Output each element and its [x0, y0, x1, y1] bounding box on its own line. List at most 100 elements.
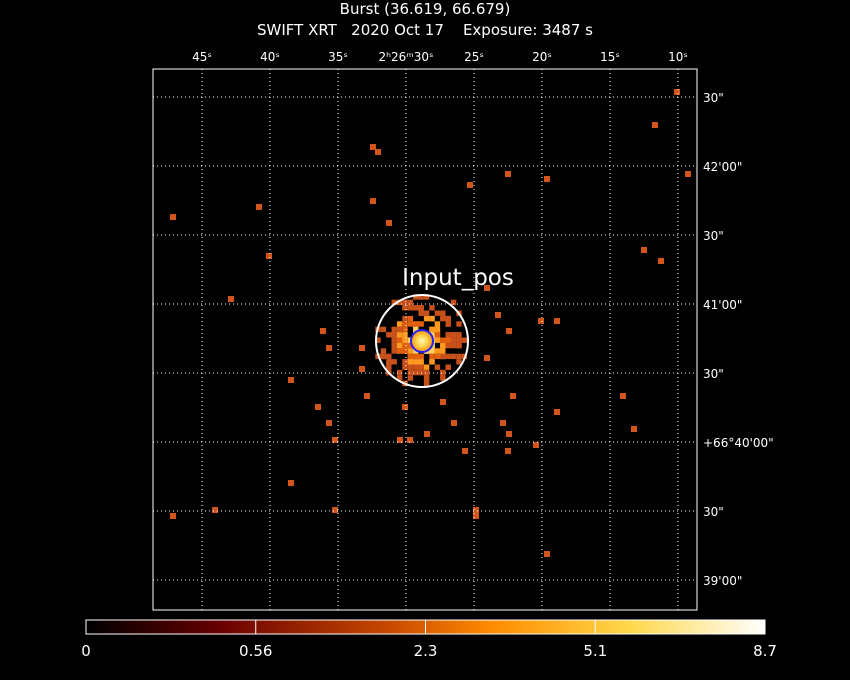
photon-pixel: [326, 345, 332, 351]
photon-pixel: [364, 393, 370, 399]
photon-pixel: [407, 437, 413, 443]
photon-pixel: [288, 480, 294, 486]
source-region: [375, 294, 469, 388]
dec-tick-label: +66°40'00": [703, 436, 774, 450]
photon-pixel: [440, 369, 446, 376]
photon-pixel: [445, 321, 451, 327]
photon-pixel: [413, 359, 419, 365]
photon-pixel: [375, 149, 381, 155]
ra-tick-label: 10ˢ: [668, 50, 688, 64]
photon-pixel: [510, 393, 516, 399]
photon-pixel: [473, 507, 479, 513]
photon-pixel: [407, 305, 414, 311]
photon-pixel: [359, 345, 365, 351]
photon-pixel: [423, 364, 430, 370]
photon-pixel: [326, 420, 332, 426]
photon-pixel: [397, 437, 403, 443]
photon-pixel: [456, 342, 462, 349]
photon-pixel: [473, 513, 479, 519]
photon-pixel: [538, 318, 544, 324]
photon-pixel: [434, 310, 441, 316]
photon-pixel: [391, 332, 397, 338]
dec-tick-label: 39'00": [703, 574, 742, 588]
photon-pixel: [418, 321, 424, 327]
photon-pixel: [386, 332, 392, 338]
photon-pixel: [418, 294, 424, 300]
photon-pixel: [544, 176, 550, 182]
photon-pixel: [506, 328, 512, 334]
photon-pixel: [391, 299, 397, 306]
photon-pixel: [554, 318, 560, 324]
photon-pixel: [402, 348, 408, 354]
ra-tick-label: 15ˢ: [600, 50, 620, 64]
photon-pixel: [370, 198, 376, 204]
subtitle: SWIFT XRT 2020 Oct 17 Exposure: 3487 s: [257, 21, 593, 39]
ra-tick-label: 45ˢ: [192, 50, 212, 64]
photon-pixel: [434, 326, 441, 333]
photon-pixel: [429, 305, 435, 311]
photon-pixel: [413, 321, 419, 327]
photon-pixel: [228, 296, 234, 302]
region-label: Input_pos: [402, 265, 514, 291]
photon-pixel: [423, 375, 430, 381]
photon-pixel: [429, 353, 435, 360]
photon-pixel: [396, 326, 403, 333]
dec-tick-label: 30": [703, 229, 724, 243]
photon-pixel: [386, 359, 392, 365]
photon-pixel: [440, 342, 446, 349]
photon-pixel: [505, 171, 511, 177]
photon-pixel: [407, 342, 414, 349]
photon-pixel: [445, 332, 451, 338]
photon-pixel: [359, 366, 365, 372]
photon-pixel: [440, 399, 446, 405]
photon-pixel: [386, 220, 392, 226]
photon-pixel: [423, 310, 430, 316]
photon-pixel: [456, 321, 462, 327]
photon-pixel: [380, 326, 387, 333]
photon-pixel: [440, 375, 446, 381]
photon-pixel: [380, 353, 387, 360]
photon-pixel: [391, 342, 397, 349]
photon-pixel: [434, 364, 441, 370]
photon-pixel: [423, 315, 430, 322]
photon-pixel: [407, 315, 414, 322]
photon-pixel: [500, 420, 506, 426]
photon-pixel: [266, 253, 272, 259]
photon-pixel: [402, 364, 408, 370]
photon-pixel: [533, 442, 539, 448]
photon-pixel: [462, 448, 468, 454]
photon-pixel: [418, 305, 424, 311]
photon-pixel: [434, 332, 441, 338]
coordinate-grid: [153, 69, 697, 610]
photon-pixel: [407, 364, 414, 370]
ra-tick-label: 25ˢ: [464, 50, 484, 64]
photon-pixel: [685, 171, 691, 177]
photon-pixel: [402, 326, 408, 333]
photon-pixel: [413, 294, 419, 300]
photon-pixel: [429, 348, 435, 354]
photon-pixel: [506, 431, 512, 437]
ra-tick-label: 35ˢ: [328, 50, 348, 64]
photon-pixel: [413, 353, 419, 360]
photon-pixel: [396, 332, 403, 338]
photon-pixel: [467, 182, 473, 188]
image-frame: [152, 68, 698, 611]
photon-pixel: [413, 369, 419, 376]
photon-pixel: [402, 332, 408, 338]
photon-pixel: [652, 122, 658, 128]
photon-pixel: [396, 321, 403, 327]
photon-pixel: [375, 337, 381, 343]
photon-pixel: [429, 315, 435, 322]
colorbar-label: 0.56: [239, 642, 272, 660]
photon-pixel: [450, 299, 457, 306]
colorbar-label: 0: [81, 642, 91, 660]
photon-pixel: [212, 507, 218, 513]
photon-pixel: [418, 364, 424, 370]
photon-pixel: [396, 342, 403, 349]
photon-pixel: [418, 359, 424, 365]
photon-pixel: [170, 214, 176, 220]
colorbar-label: 5.1: [583, 642, 607, 660]
photon-pixel: [456, 337, 462, 343]
photon-pixel: [380, 348, 387, 354]
